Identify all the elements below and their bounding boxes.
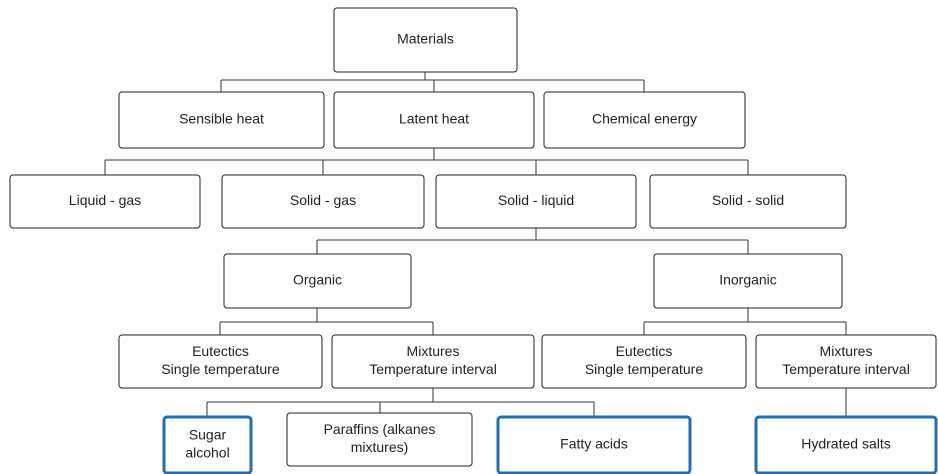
node-box: [286, 412, 473, 467]
node-label: Solid - gas: [290, 192, 356, 208]
node: Chemical energy: [543, 91, 746, 149]
node: Sensible heat: [118, 91, 325, 149]
node-box: [162, 415, 253, 474]
node-label: Eutectics: [616, 343, 673, 359]
node-box: [223, 253, 412, 309]
node-label: Sugar: [189, 427, 227, 443]
node: Solid - solid: [649, 174, 847, 229]
node-box: [496, 415, 692, 474]
node: Materials: [333, 7, 518, 73]
node: Organic: [223, 253, 412, 309]
node-label: mixtures): [351, 439, 409, 455]
node: Solid - liquid: [435, 174, 637, 229]
node-box: [331, 334, 535, 389]
node: Liquid - gas: [9, 174, 201, 229]
node-label: Mixtures: [820, 343, 873, 359]
connector: [219, 308, 434, 335]
node-label: Solid - liquid: [498, 192, 574, 208]
node-label: Single temperature: [161, 361, 280, 377]
connector: [206, 388, 595, 417]
node-box: [118, 91, 325, 149]
node-label: Paraffins (alkanes: [324, 421, 436, 437]
node-label: Fatty acids: [560, 436, 628, 452]
node-label: Materials: [397, 31, 454, 47]
node: Inorganic: [653, 253, 843, 309]
connector: [316, 228, 749, 254]
node-label: Latent heat: [399, 111, 469, 127]
node-box: [333, 91, 535, 149]
connector: [643, 308, 847, 335]
node-label: Solid - solid: [712, 192, 784, 208]
node: Mixtures Temperature interval: [331, 334, 535, 389]
node-box: [333, 7, 518, 73]
node: Eutectics Single temperature: [118, 334, 323, 389]
node: Solid - gas: [221, 174, 425, 229]
node-label: Hydrated salts: [801, 436, 890, 452]
node: Sugar alcohol: [162, 415, 253, 474]
connector: [104, 148, 749, 175]
node-label: Temperature interval: [782, 361, 910, 377]
node-box: [541, 334, 747, 389]
node-label: Organic: [293, 272, 342, 288]
node-label: Eutectics: [192, 343, 249, 359]
node: Eutectics Single temperature: [541, 334, 747, 389]
node-label: Temperature interval: [369, 361, 497, 377]
node-label: Liquid - gas: [69, 192, 141, 208]
node-box: [653, 253, 843, 309]
node-box: [221, 174, 425, 229]
connector: [220, 72, 645, 92]
node-label: Inorganic: [719, 272, 777, 288]
node: Mixtures Temperature interval: [755, 334, 937, 389]
node-label: Chemical energy: [592, 111, 697, 127]
connectors: [104, 72, 847, 417]
node-box: [754, 415, 938, 474]
node-box: [118, 334, 323, 389]
node: Latent heat: [333, 91, 535, 149]
node-box: [9, 174, 201, 229]
node-label: Single temperature: [585, 361, 704, 377]
node-label: Sensible heat: [179, 111, 264, 127]
node: Fatty acids: [496, 415, 692, 474]
node-box: [649, 174, 847, 229]
node: Hydrated salts: [754, 415, 938, 474]
node-box: [755, 334, 937, 389]
node-label: alcohol: [185, 445, 229, 461]
node-box: [543, 91, 746, 149]
node-box: [435, 174, 637, 229]
node-label: Mixtures: [407, 343, 460, 359]
node: Paraffins (alkanes mixtures): [286, 412, 473, 467]
